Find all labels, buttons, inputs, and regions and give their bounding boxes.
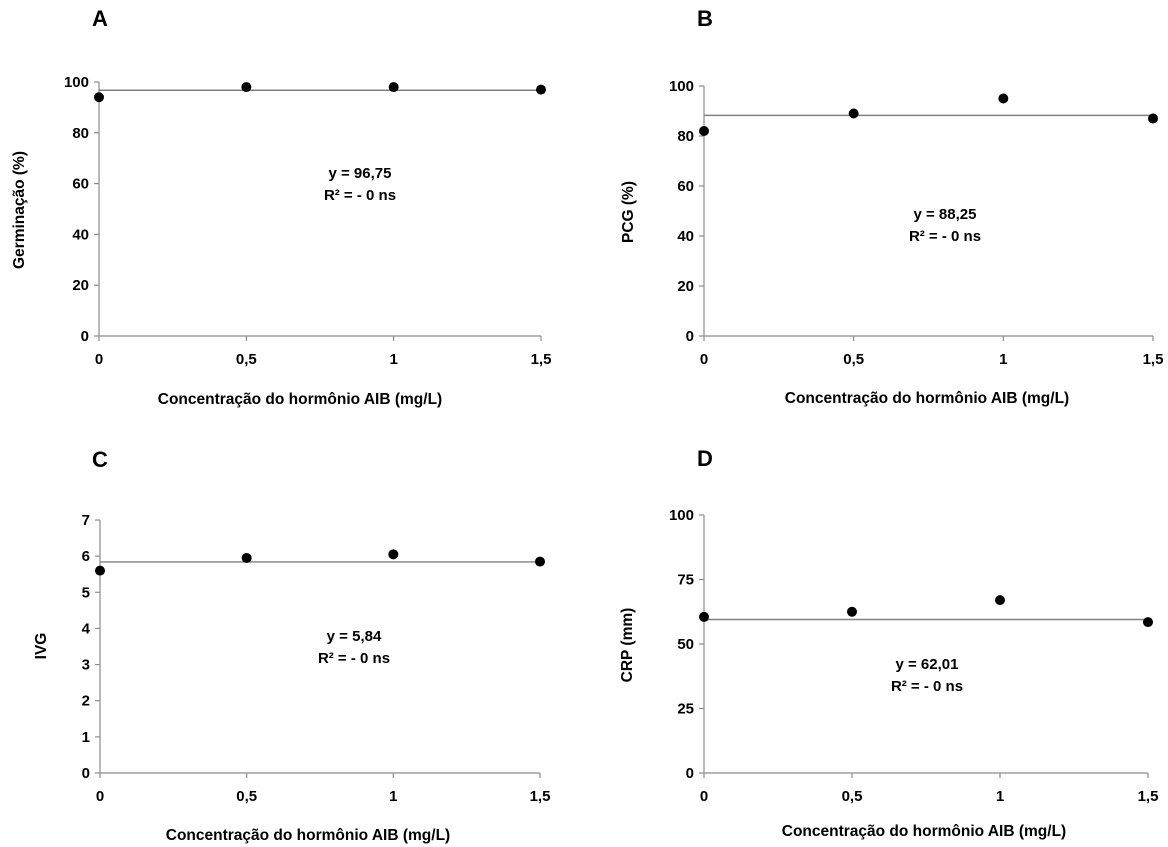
chart-panel-d: D 0 25 50 75 100 0 0,5 1 1,5 Concentração do hormô… (619, 446, 1158, 840)
chart-panel-c: C 0 1 2 3 4 5 6 7 0 0,5 1 1,5 Concentração do hormôni… (33, 447, 550, 844)
x-tick-label: 1 (996, 788, 1004, 805)
data-point (847, 606, 857, 617)
data-point (1148, 113, 1158, 124)
panel-letter: D (697, 446, 713, 471)
panel-letter: B (697, 6, 713, 31)
y-tick-label: 40 (677, 228, 694, 245)
y-axis-title: IVG (33, 633, 50, 660)
x-tick-label: 1,5 (531, 351, 552, 368)
y-axis-title: PCG (%) (620, 181, 637, 243)
y-tick-label: 5 (82, 584, 90, 601)
data-point (995, 595, 1005, 606)
y-tick-label: 80 (677, 128, 694, 145)
data-point (95, 565, 105, 576)
x-tick-label: 0 (700, 351, 708, 368)
x-tick-label: 1,5 (1143, 351, 1164, 368)
y-tick-label: 40 (72, 226, 89, 243)
chart-panel-b: B 0 20 40 60 80 100 0 0,5 1 1,5 Concentração do hor… (620, 6, 1163, 407)
y-tick-label: 75 (677, 572, 694, 589)
y-tick-label: 100 (669, 78, 694, 95)
y-tick-label: 0 (82, 765, 90, 782)
y-axis-title: Germinação (%) (11, 151, 28, 269)
data-point (536, 84, 546, 95)
y-tick-label: 0 (686, 765, 694, 782)
y-tick-label: 0 (81, 328, 89, 345)
data-point (535, 556, 545, 567)
x-tick-label: 0 (700, 788, 708, 805)
y-tick-label: 100 (669, 507, 694, 524)
x-tick-label: 1,5 (530, 788, 551, 805)
x-tick-label: 1 (389, 788, 397, 805)
data-point (998, 93, 1009, 104)
y-tick-label: 60 (72, 176, 89, 193)
x-tick-label: 1,5 (1138, 788, 1159, 805)
x-tick-label: 0,5 (236, 788, 257, 805)
r-squared-label: R² = - 0 ns (909, 228, 981, 245)
data-point (241, 552, 252, 563)
y-tick-label: 1 (82, 729, 90, 746)
x-axis-title: Concentração do hormônio AIB (mg/L) (158, 391, 442, 408)
y-tick-label: 80 (72, 125, 89, 142)
y-tick-label: 7 (82, 512, 90, 529)
regression-equation: y = 88,25 (914, 206, 977, 223)
data-point (1143, 617, 1153, 628)
chart-panel-a: A 0 20 40 60 80 100 0 0,5 1 1,5 Concentração do hor… (11, 6, 551, 408)
data-point (699, 126, 709, 136)
x-axis-title: Concentração do hormônio AIB (mg/L) (782, 823, 1066, 840)
regression-equation: y = 62,01 (896, 656, 959, 673)
x-tick-label: 0,5 (236, 351, 257, 368)
y-tick-label: 50 (677, 636, 694, 653)
data-point (241, 82, 252, 93)
x-tick-label: 0,5 (843, 351, 864, 368)
x-tick-label: 1 (999, 351, 1007, 368)
y-tick-label: 2 (82, 693, 90, 710)
x-axis-title: Concentração do hormônio AIB (mg/L) (785, 390, 1069, 407)
y-tick-label: 6 (82, 548, 90, 565)
x-axis-title: Concentração do hormônio AIB (mg/L) (166, 827, 450, 844)
y-tick-label: 4 (82, 620, 91, 637)
y-tick-label: 20 (72, 277, 89, 294)
y-tick-label: 100 (64, 74, 89, 91)
regression-equation: y = 5,84 (327, 628, 382, 645)
y-tick-label: 60 (677, 178, 694, 195)
data-point (699, 611, 709, 622)
y-axis-title: CRP (mm) (619, 608, 636, 683)
data-point (848, 108, 859, 119)
data-point (388, 82, 399, 93)
y-tick-label: 20 (677, 278, 694, 295)
y-tick-label: 25 (677, 701, 694, 718)
panel-letter: A (92, 6, 108, 31)
x-tick-label: 0 (96, 788, 104, 805)
r-squared-label: R² = - 0 ns (324, 187, 396, 204)
regression-equation: y = 96,75 (329, 165, 392, 182)
data-point (94, 92, 104, 103)
y-tick-label: 0 (686, 328, 694, 345)
data-point (388, 549, 399, 560)
panel-letter: C (92, 447, 108, 472)
r-squared-label: R² = - 0 ns (891, 678, 963, 695)
x-tick-label: 1 (389, 351, 397, 368)
x-tick-label: 0,5 (842, 788, 863, 805)
y-tick-label: 3 (82, 657, 90, 674)
x-tick-label: 0 (95, 351, 103, 368)
r-squared-label: R² = - 0 ns (318, 650, 390, 667)
